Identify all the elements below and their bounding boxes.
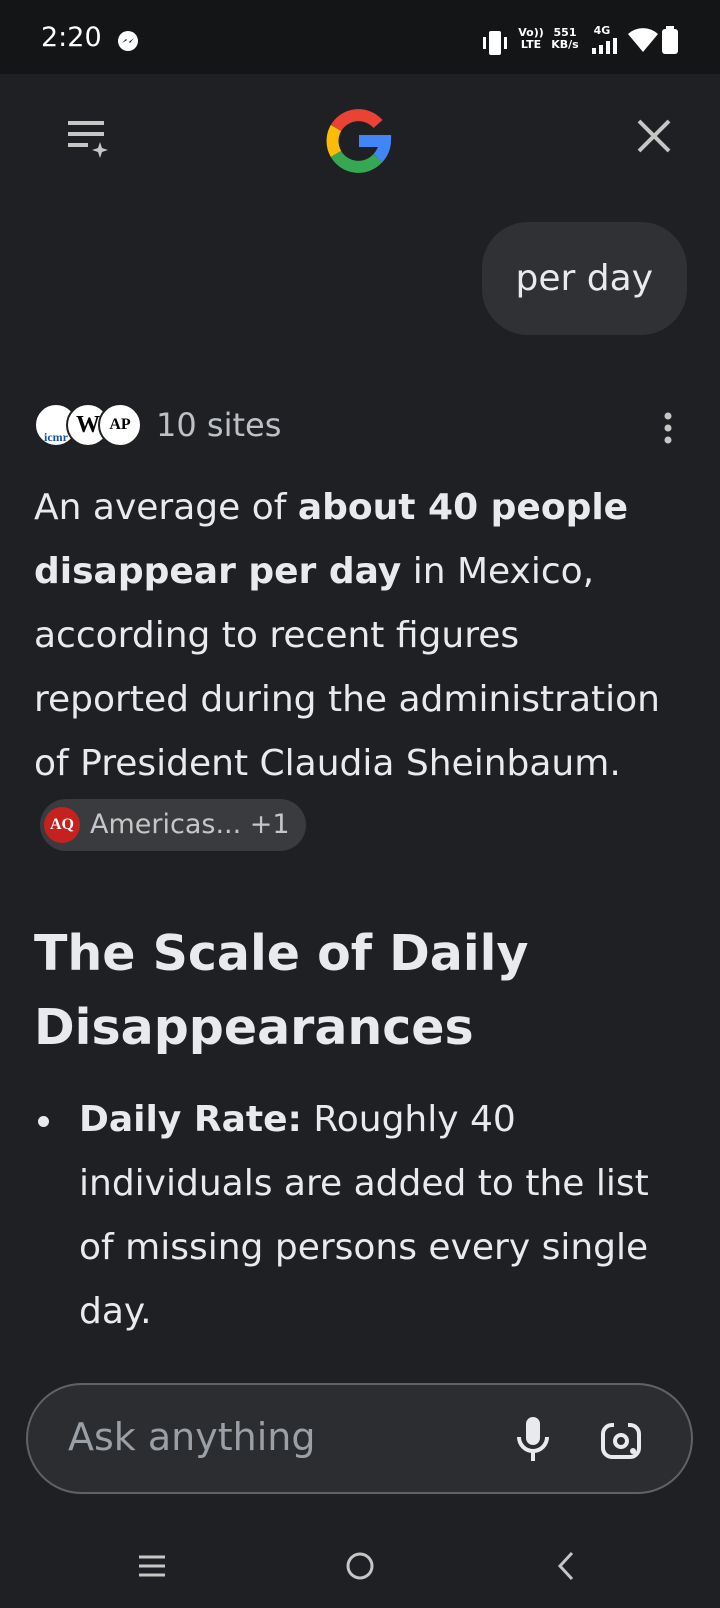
citation-chip[interactable]: AQ Americas... +1	[40, 799, 306, 851]
lens-button[interactable]	[600, 1419, 642, 1461]
signal-icon	[592, 38, 617, 54]
text: An average of	[34, 487, 298, 528]
bullet-item: Daily Rate: Roughly 40 individuals are a…	[79, 1088, 679, 1344]
wifi-icon	[628, 28, 658, 52]
recents-button[interactable]	[137, 1554, 167, 1578]
network-label: 4G	[593, 24, 611, 37]
navigation-bar	[0, 1530, 720, 1608]
citation-icon: AQ	[44, 807, 80, 843]
bold-text: about 40 people disappear per day	[34, 487, 629, 592]
mic-button[interactable]	[516, 1417, 550, 1463]
ask-input[interactable]: Ask anything	[26, 1383, 693, 1494]
bullet-dot	[38, 1116, 49, 1127]
home-button[interactable]	[344, 1550, 376, 1582]
answer-paragraph: An average of about 40 people disappear …	[34, 476, 684, 860]
history-button[interactable]	[64, 116, 110, 160]
text: in Mexico, according to recent figures r…	[34, 551, 660, 784]
back-button[interactable]	[556, 1550, 578, 1582]
messenger-icon	[118, 31, 138, 51]
google-logo	[326, 109, 392, 173]
status-bar: 2:20 Vo)) LTE 551 KB/s 4G	[0, 0, 720, 74]
close-button[interactable]	[636, 118, 672, 154]
volte-label: Vo)) LTE	[518, 26, 544, 51]
speed-label: 551 KB/s	[551, 26, 579, 51]
bullet-text: Roughly 40 individuals are added to the …	[79, 1099, 649, 1332]
more-button[interactable]	[662, 412, 674, 444]
section-heading: The Scale of Daily Disappearances	[34, 925, 529, 1056]
source-favicon: AP	[98, 403, 142, 447]
citation-label: Americas... +1	[90, 809, 290, 840]
input-placeholder: Ask anything	[68, 1415, 316, 1459]
clock: 2:20	[41, 22, 102, 53]
sources-label: 10 sites	[156, 406, 282, 444]
user-query: per day	[481, 222, 687, 335]
vibrate-icon	[483, 31, 507, 55]
sources-row[interactable]: icmr W AP 10 sites	[34, 400, 281, 450]
battery-icon	[662, 26, 678, 54]
bullet-label: Daily Rate:	[79, 1099, 302, 1140]
